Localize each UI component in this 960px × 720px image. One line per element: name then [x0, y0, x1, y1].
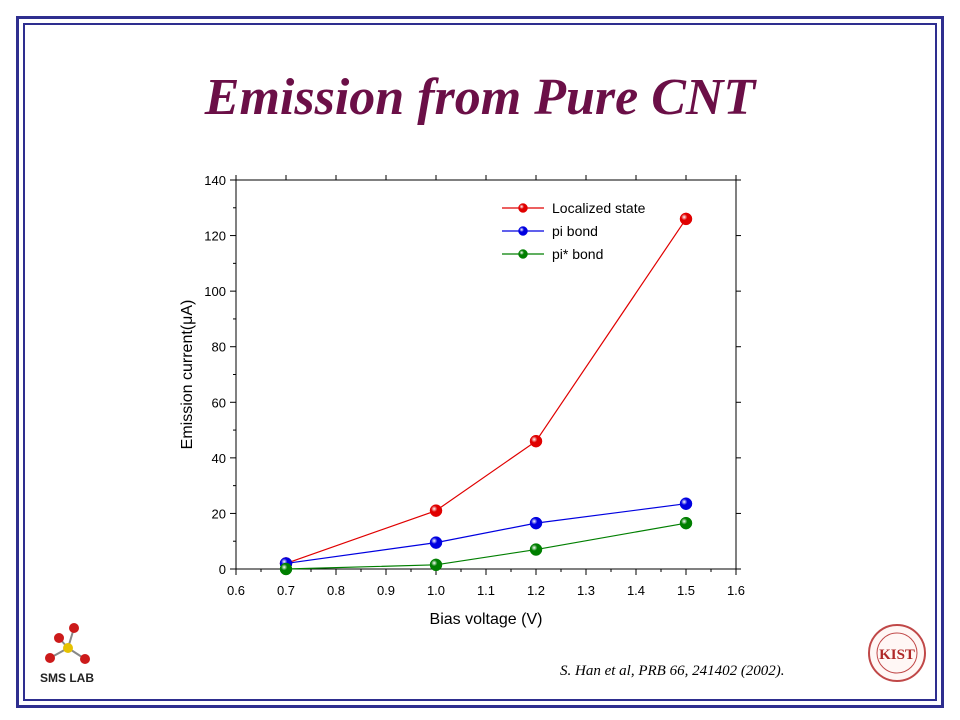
y-tick-label: 80	[212, 340, 226, 355]
data-point	[679, 212, 693, 226]
x-tick-label: 1.2	[527, 583, 545, 598]
emission-chart: 0.6 0.7 0.8 0.9 1.0 1.1 1.2 1.3 1.4 1.5 1.6 0 20 40 60…	[179, 173, 745, 628]
x-tick-label: 1.0	[427, 583, 445, 598]
legend-label-1: pi bond	[552, 223, 598, 239]
x-tick-label: 0.6	[227, 583, 245, 598]
data-point	[529, 543, 543, 556]
series-line-2	[285, 522, 687, 570]
slide-border-inner	[23, 23, 937, 701]
y-axis-label: Emission current(μA)	[179, 300, 196, 450]
series-line-0	[285, 218, 687, 565]
legend-marker-1	[518, 226, 528, 236]
x-axis-label: Bias voltage (V)	[430, 611, 543, 628]
y-tick-label: 20	[212, 506, 226, 521]
legend-label-2: pi* bond	[552, 246, 603, 262]
legend-label-0: Localized state	[552, 200, 646, 216]
x-tick-label: 1.4	[627, 583, 645, 598]
slide-title: Emission from Pure CNT	[204, 69, 756, 126]
x-tick-label: 0.7	[277, 583, 295, 598]
sms-lab-logo-text: SMS LAB	[40, 671, 94, 685]
citation: S. Han et al, PRB 66, 241402 (2002).	[560, 663, 785, 679]
series-line-1	[285, 503, 687, 565]
x-tick-label: 1.6	[727, 583, 745, 598]
data-point	[429, 558, 443, 572]
x-tick-label: 0.8	[327, 583, 345, 598]
data-point	[429, 504, 443, 517]
x-tick-label: 1.1	[477, 583, 495, 598]
y-tick-label: 40	[212, 451, 226, 466]
data-point	[429, 536, 443, 549]
legend-marker-0	[518, 203, 528, 213]
data-point	[529, 434, 543, 448]
y-tick-label: 100	[204, 284, 226, 299]
kist-logo: KIST	[868, 624, 926, 682]
y-tick-label: 140	[204, 173, 226, 188]
plot-frame	[235, 179, 737, 570]
y-tick-label: 60	[212, 395, 226, 410]
y-tick-label: 0	[219, 562, 226, 577]
x-tick-label: 1.3	[577, 583, 595, 598]
y-tick-label: 120	[204, 229, 226, 244]
kist-logo-text: KIST	[879, 647, 915, 663]
sms-lab-logo: SMS LAB	[40, 623, 94, 685]
data-point	[529, 516, 543, 530]
data-point	[679, 497, 693, 510]
slide-border-outer	[16, 16, 944, 708]
legend-marker-2	[518, 249, 528, 259]
data-point	[279, 562, 293, 576]
x-tick-label: 1.5	[677, 583, 695, 598]
data-point	[679, 516, 693, 530]
x-tick-label: 0.9	[377, 583, 395, 598]
